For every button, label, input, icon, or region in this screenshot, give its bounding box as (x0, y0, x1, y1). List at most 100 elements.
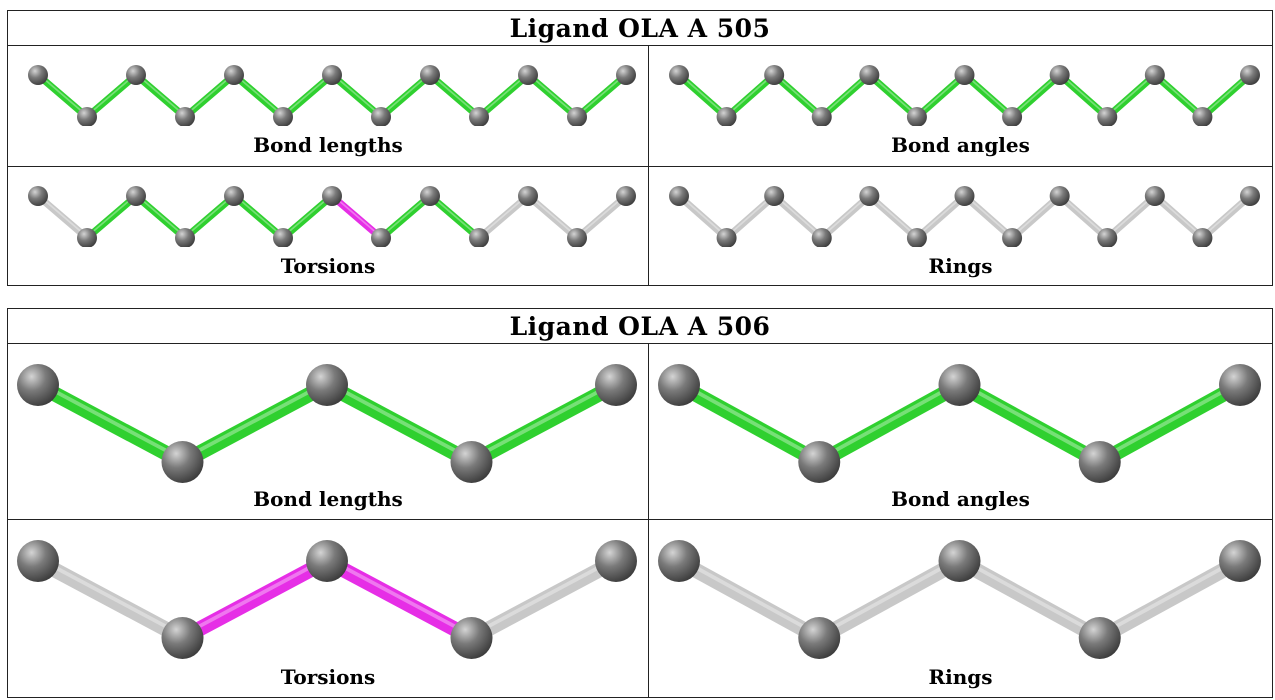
bond-none (475, 192, 532, 242)
row-divider (8, 166, 1272, 167)
bond-ok (426, 71, 483, 121)
cell-label: Torsions (280, 665, 376, 689)
bond-none (464, 553, 624, 646)
bond-none (1151, 192, 1206, 242)
bond-none (573, 192, 630, 242)
cell-label: Bond lengths (253, 133, 403, 157)
atom (161, 441, 204, 483)
bond-ok (30, 377, 190, 470)
molecule-diagram (17, 540, 637, 659)
bond-ok (279, 192, 336, 242)
atom (859, 186, 880, 206)
cell-bond-angles: Bond angles (649, 46, 1272, 166)
molecule-diagram (28, 186, 636, 247)
bond-ok (671, 377, 827, 470)
atom (273, 228, 293, 247)
bond-highlight (958, 380, 1101, 461)
atom (17, 364, 59, 406)
bond-none (34, 192, 91, 242)
cell-bond-lengths: Bond lengths (8, 344, 648, 519)
atom (322, 186, 342, 206)
atom (716, 107, 737, 126)
atom (420, 186, 440, 206)
atom (764, 186, 785, 206)
bond-ok (83, 192, 140, 242)
bond-ok (811, 377, 967, 470)
atom (1219, 364, 1261, 406)
bond-none (1008, 192, 1064, 242)
ligand-panel-505: Ligand OLA A 505 Bond lengths Bond angle… (7, 10, 1273, 286)
atom (616, 186, 636, 206)
bond-none (671, 553, 827, 646)
atom (1192, 228, 1213, 247)
atom (595, 540, 637, 582)
atom (1002, 228, 1023, 247)
bond-highlight (1098, 556, 1241, 637)
molecule-diagram (669, 186, 1260, 247)
atom (616, 65, 636, 85)
atom (716, 228, 737, 247)
cell-rings: Rings (649, 167, 1272, 285)
atom (1097, 228, 1118, 247)
atom (1240, 65, 1260, 85)
atom (567, 107, 587, 126)
bond-ok (1092, 377, 1248, 470)
bond-highlight (37, 380, 184, 461)
atom (224, 186, 244, 206)
atom (175, 107, 195, 126)
molecule-diagram (658, 540, 1261, 659)
atom (371, 107, 391, 126)
bond-ok (426, 192, 483, 242)
bond-highlight (678, 556, 821, 637)
atom (938, 364, 981, 406)
atom (658, 364, 700, 406)
atom (126, 186, 146, 206)
bond-ok (230, 192, 287, 242)
bond-ok (1198, 71, 1254, 121)
atom (273, 107, 293, 126)
atom (1097, 107, 1118, 126)
bond-outlier (328, 192, 385, 242)
bond-none (865, 192, 921, 242)
ligand-title: Ligand OLA A 505 (8, 11, 1272, 46)
bond-highlight (818, 556, 961, 637)
atom (28, 65, 48, 85)
molecule-diagram (17, 364, 637, 483)
atom (1240, 186, 1260, 206)
bond-none (952, 553, 1108, 646)
atom (1144, 186, 1165, 206)
bond-highlight (470, 380, 617, 461)
atom (28, 186, 48, 206)
bond-ok (181, 192, 238, 242)
cell-label: Bond angles (891, 133, 1030, 157)
atom (175, 228, 195, 247)
bond-ok (230, 71, 287, 121)
atom (798, 617, 841, 659)
cell-bond-angles: Bond angles (649, 344, 1272, 519)
atom (595, 364, 637, 406)
bond-ok (573, 71, 630, 121)
bond-none (524, 192, 581, 242)
atom (954, 65, 975, 85)
atom (420, 65, 440, 85)
atom (224, 65, 244, 85)
atom (1078, 441, 1121, 483)
atom (322, 65, 342, 85)
bond-highlight (326, 556, 473, 637)
ligand-title: Ligand OLA A 506 (8, 309, 1272, 344)
bond-ok (723, 71, 778, 121)
bond-ok (1056, 71, 1111, 121)
bond-highlight (818, 380, 961, 461)
bond-ok (464, 377, 624, 470)
bond-ok (524, 71, 581, 121)
atom (450, 617, 493, 659)
atom (126, 65, 146, 85)
atom (1049, 65, 1070, 85)
ligand-panel-506: Ligand OLA A 506 Bond lengths Bond angle… (7, 308, 1273, 698)
molecule-diagram (669, 65, 1260, 126)
atom (1192, 107, 1213, 126)
bond-highlight (326, 380, 473, 461)
atom (798, 441, 841, 483)
atom (859, 65, 880, 85)
bond-ok (865, 71, 921, 121)
